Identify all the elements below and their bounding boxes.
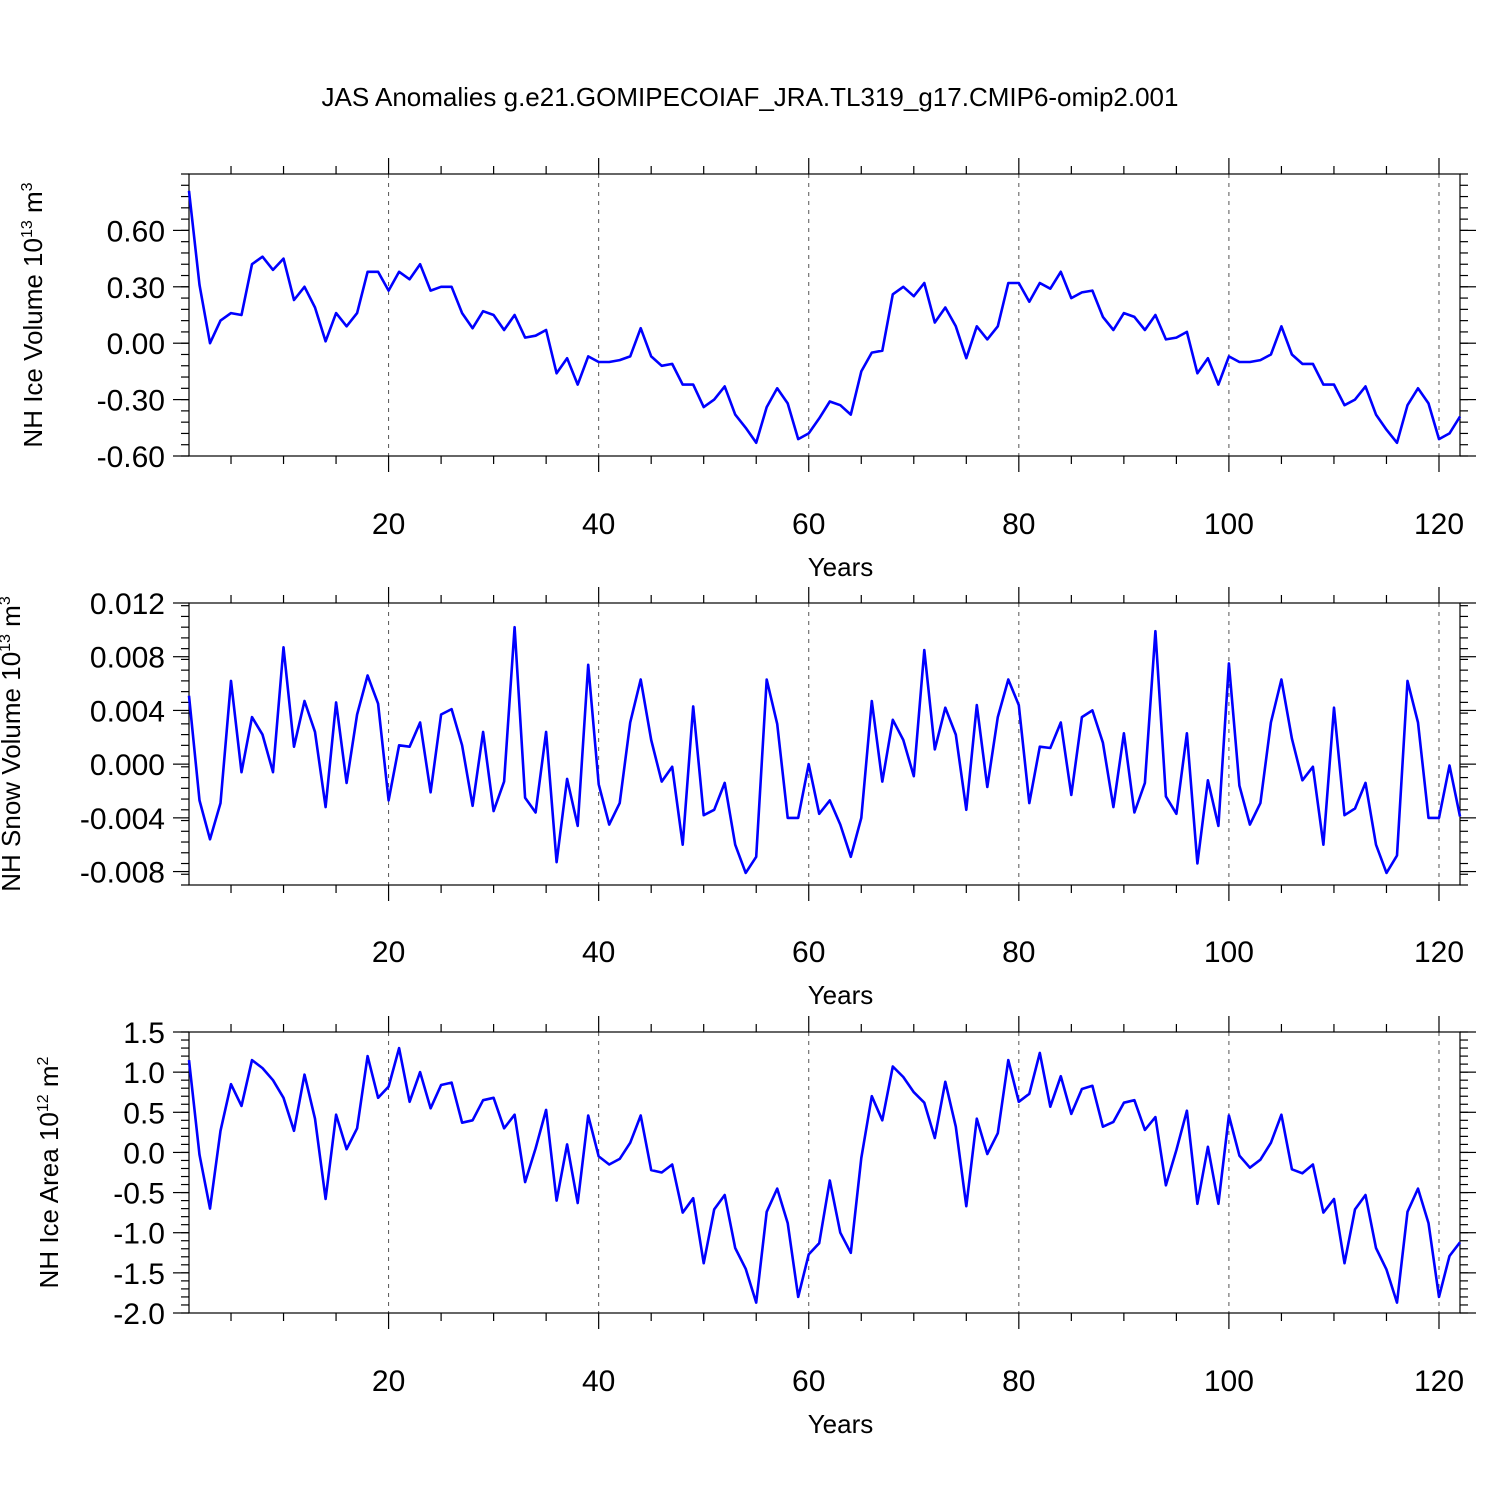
page-title: JAS Anomalies g.e21.GOMIPECOIAF_JRA.TL31… <box>321 82 1179 112</box>
y-tick-label: -0.5 <box>113 1178 165 1211</box>
ice-volume-chart: 20 40 60 80 100 120 -0.60 -0.30 0.00 0.30 0.60 Year… <box>18 158 1476 582</box>
y-tick-label: 0.00 <box>107 328 165 361</box>
y-axis-title: NH Snow Volume 1013 m3 <box>0 596 26 892</box>
x-tick-label: 120 <box>1414 1365 1464 1398</box>
y-tick-label: 1.0 <box>123 1057 165 1090</box>
y-tick-label: 0.0 <box>123 1137 165 1170</box>
y-tick-label: 0.000 <box>90 749 165 782</box>
x-tick-label: 60 <box>792 936 825 969</box>
x-axis-title: Years <box>808 980 874 1010</box>
x-tick-label: 60 <box>792 508 825 541</box>
x-tick-label: 120 <box>1414 936 1464 969</box>
y-tick-label: -0.004 <box>80 803 165 836</box>
x-axis-title: Years <box>808 1409 874 1439</box>
y-tick-label: 0.60 <box>107 215 165 248</box>
y-tick-label: -1.0 <box>113 1218 165 1251</box>
x-tick-label: 80 <box>1002 1365 1035 1398</box>
ice-area-series-line <box>187 1046 1462 1304</box>
y-tick-label: 0.30 <box>107 272 165 305</box>
x-tick-label: 20 <box>372 936 405 969</box>
x-tick-label: 80 <box>1002 508 1035 541</box>
x-tick-label: 60 <box>792 1365 825 1398</box>
plot-frame <box>188 602 1461 886</box>
y-tick-label: -1.5 <box>113 1258 165 1291</box>
x-tick-label: 120 <box>1414 508 1464 541</box>
y-tick-label: 0.012 <box>90 588 165 621</box>
y-tick-label: -0.30 <box>97 385 165 418</box>
y-tick-label: 0.004 <box>90 695 165 728</box>
y-tick-label: 0.5 <box>123 1097 165 1130</box>
y-tick-label: -2.0 <box>113 1298 165 1331</box>
y-axis-title: NH Ice Area 1012 m2 <box>34 1056 64 1288</box>
plot-frame <box>188 173 1461 457</box>
x-tick-label: 100 <box>1204 1365 1254 1398</box>
x-tick-label: 40 <box>582 936 615 969</box>
plot-frame <box>188 1031 1461 1314</box>
x-tick-label: 40 <box>582 1365 615 1398</box>
ice-volume-series-line <box>187 190 1462 445</box>
x-tick-label: 40 <box>582 508 615 541</box>
x-tick-label: 20 <box>372 1365 405 1398</box>
y-axis-title: NH Ice Volume 1013 m3 <box>18 182 48 447</box>
y-tick-label: -0.008 <box>80 857 165 890</box>
x-tick-label: 80 <box>1002 936 1035 969</box>
x-tick-label: 100 <box>1204 936 1254 969</box>
snow-volume-chart: 20 40 60 80 100 120 -0.008 -0.004 0.000 0.004 0.00… <box>0 587 1476 1010</box>
x-tick-label: 20 <box>372 508 405 541</box>
y-tick-label: 0.008 <box>90 642 165 675</box>
snow-volume-series-line <box>187 625 1462 875</box>
ice-area-chart: 20 40 60 80 100 120 -2.0 -1.5 -1.0 -0.5 0.0 0.5 1.0 1… <box>34 1016 1476 1439</box>
y-tick-label: 1.5 <box>123 1017 165 1050</box>
x-tick-label: 100 <box>1204 508 1254 541</box>
x-axis-title: Years <box>808 552 874 582</box>
y-tick-label: -0.60 <box>97 441 165 474</box>
